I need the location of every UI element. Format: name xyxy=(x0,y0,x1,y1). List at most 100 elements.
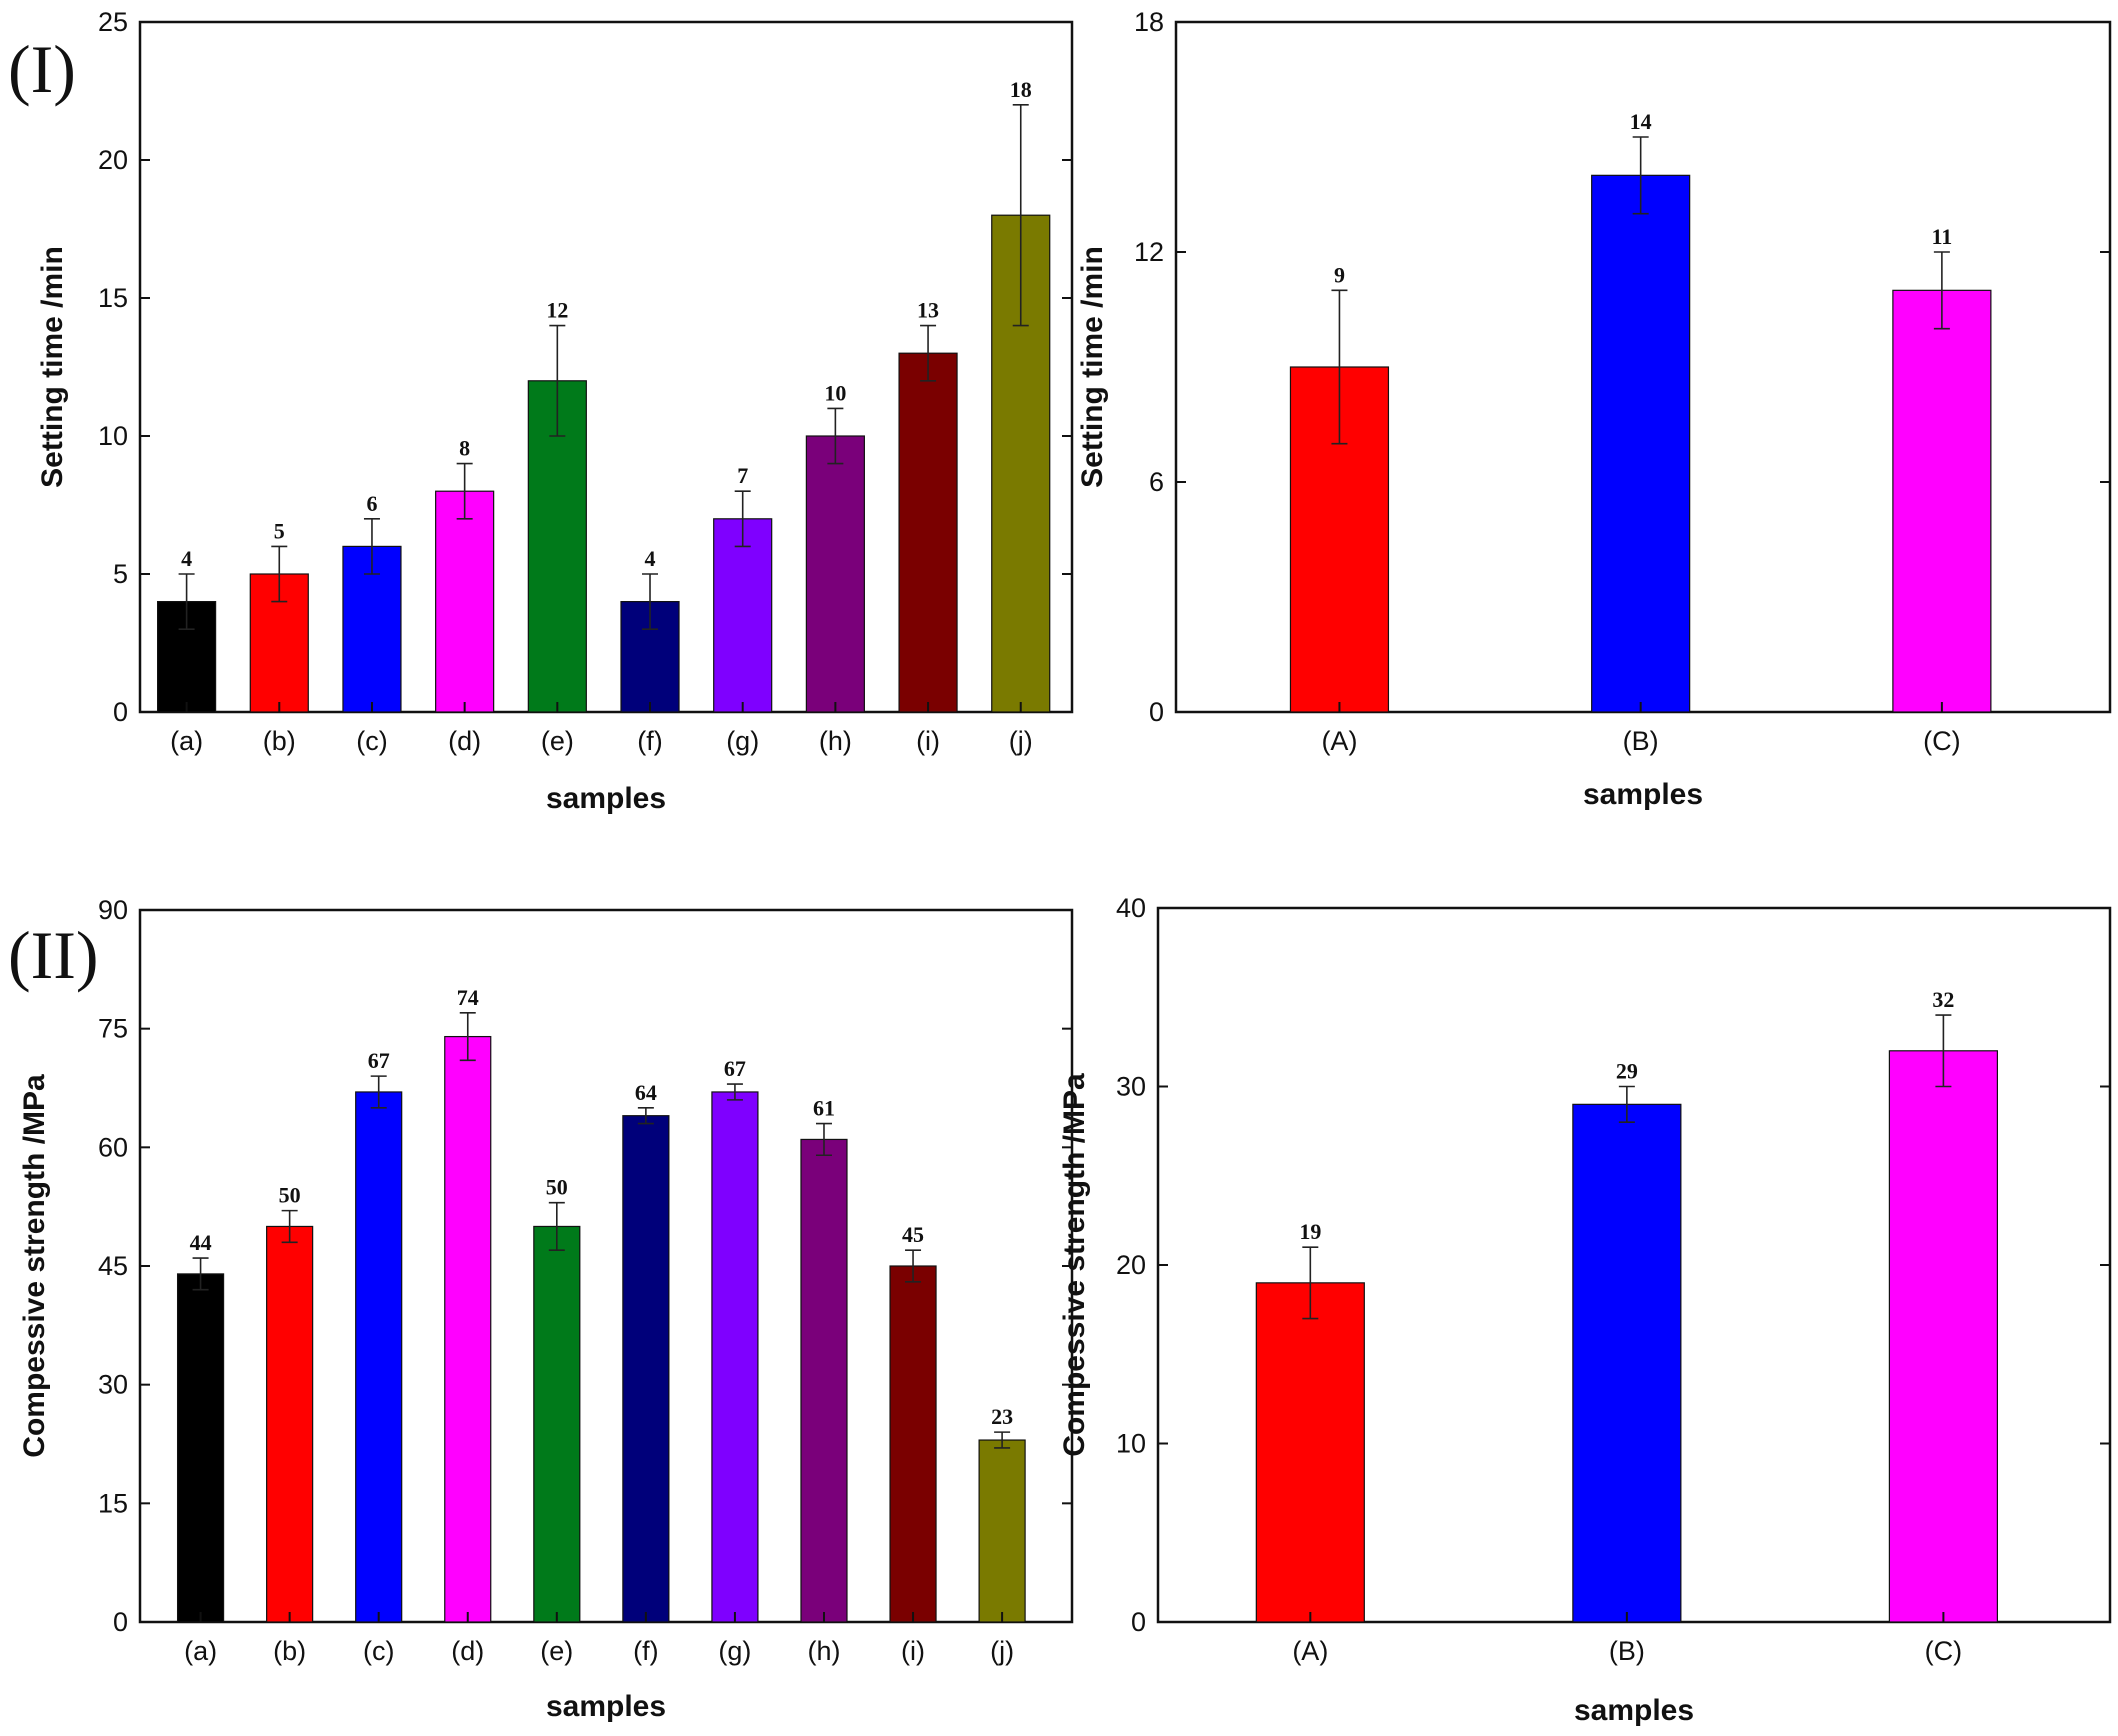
chart-1: 0 5 10 15 20 25 4 (a) 5 (b) 6 (c) 8 (d) 12 (e) 4 (f) 7 (g) 1… xyxy=(36,7,1074,815)
x-tick-label: (a) xyxy=(184,1636,217,1666)
y-tick-label: 15 xyxy=(98,1488,128,1518)
bar-i xyxy=(898,352,958,713)
data-label: 44 xyxy=(190,1230,212,1255)
x-tick-label: (j) xyxy=(1009,726,1033,756)
data-label: 29 xyxy=(1616,1059,1638,1084)
bar-i xyxy=(889,1265,937,1623)
y-axis-title: Compessive strength /MPa xyxy=(1058,1073,1091,1457)
data-label: 9 xyxy=(1334,262,1345,287)
x-tick-label: (C) xyxy=(1925,1636,1962,1666)
y-tick-label: 0 xyxy=(113,1607,128,1637)
data-label: 74 xyxy=(457,985,479,1010)
bar-h xyxy=(805,435,865,713)
x-tick-label: (g) xyxy=(718,1636,751,1666)
y-tick-label: 40 xyxy=(1116,893,1146,923)
y-tick-label: 15 xyxy=(98,283,128,313)
chart-3: 0 15 30 45 60 75 90 44 (a) 50 (b) 67 (c) 74 (d) 50 (e) 64… xyxy=(18,895,1074,1723)
x-tick-label: (c) xyxy=(356,726,387,756)
x-tick-label: (f) xyxy=(633,1636,658,1666)
x-axis-title: samples xyxy=(1583,778,1703,811)
bar-g xyxy=(711,1091,759,1623)
bar-c xyxy=(355,1091,403,1623)
y-tick-label: 25 xyxy=(98,7,128,37)
x-tick-label: (e) xyxy=(541,726,574,756)
bar-B xyxy=(1591,174,1691,713)
y-tick-label: 90 xyxy=(98,895,128,925)
bar-g xyxy=(713,518,773,713)
x-tick-label: (A) xyxy=(1292,1636,1328,1666)
data-label: 6 xyxy=(366,491,377,516)
y-tick-label: 20 xyxy=(1116,1250,1146,1280)
bar-A xyxy=(1255,1282,1365,1623)
y-tick-label: 10 xyxy=(1116,1429,1146,1459)
y-axis-title: Setting time /min xyxy=(36,246,69,488)
bar-B xyxy=(1572,1103,1682,1623)
y-tick-label: 20 xyxy=(98,145,128,175)
x-axis-title: samples xyxy=(1574,1694,1694,1727)
x-tick-label: (i) xyxy=(916,726,940,756)
x-tick-label: (h) xyxy=(807,1636,840,1666)
panel-label-2: (II) xyxy=(8,917,99,993)
data-label: 8 xyxy=(459,436,470,461)
x-tick-label: (B) xyxy=(1609,1636,1645,1666)
bar-b xyxy=(266,1225,314,1623)
chart-4: 0 10 20 30 40 19 (A) 29 (B) 32 (C) samples Compessiv… xyxy=(1058,893,2112,1727)
data-label: 50 xyxy=(546,1175,568,1200)
panel-label-1: (I) xyxy=(8,31,76,107)
x-tick-label: (j) xyxy=(990,1636,1014,1666)
data-label: 67 xyxy=(724,1056,746,1081)
x-tick-label: (a) xyxy=(170,726,203,756)
y-tick-label: 0 xyxy=(1149,697,1164,727)
x-tick-label: (h) xyxy=(819,726,852,756)
x-tick-label: (g) xyxy=(726,726,759,756)
y-tick-label: 6 xyxy=(1149,467,1164,497)
plot-frame xyxy=(138,20,1074,714)
bar-C xyxy=(1892,289,1992,713)
x-tick-label: (d) xyxy=(448,726,481,756)
y-tick-label: 60 xyxy=(98,1132,128,1162)
x-tick-label: (B) xyxy=(1623,726,1659,756)
bar-e xyxy=(533,1225,581,1623)
x-axis-title: samples xyxy=(546,782,666,815)
data-label: 11 xyxy=(1931,224,1952,249)
data-label: 10 xyxy=(824,380,846,405)
y-tick-label: 0 xyxy=(113,697,128,727)
data-label: 32 xyxy=(1932,987,1954,1012)
x-axis-title: samples xyxy=(546,1690,666,1723)
y-tick-label: 30 xyxy=(98,1370,128,1400)
data-label: 45 xyxy=(902,1222,924,1247)
y-axis-title: Compessive strength /MPa xyxy=(18,1074,51,1458)
data-label: 7 xyxy=(737,463,748,488)
data-label: 50 xyxy=(279,1183,301,1208)
bar-f xyxy=(622,1115,670,1623)
y-tick-label: 18 xyxy=(1134,7,1164,37)
y-tick-label: 45 xyxy=(98,1251,128,1281)
y-tick-label: 75 xyxy=(98,1014,128,1044)
data-label: 67 xyxy=(368,1048,390,1073)
chart-2: 0 6 12 18 9 (A) 14 (B) 11 (C) samples Setting time … xyxy=(1076,7,2112,811)
y-tick-label: 5 xyxy=(113,559,128,589)
y-tick-label: 30 xyxy=(1116,1072,1146,1102)
data-label: 23 xyxy=(991,1404,1013,1429)
data-label: 4 xyxy=(645,546,656,571)
bar-C xyxy=(1888,1050,1999,1623)
data-label: 12 xyxy=(546,298,568,323)
x-tick-label: (i) xyxy=(901,1636,925,1666)
data-label: 13 xyxy=(917,298,939,323)
x-tick-label: (b) xyxy=(273,1636,306,1666)
data-label: 61 xyxy=(813,1096,835,1121)
data-label: 5 xyxy=(274,518,285,543)
x-tick-label: (C) xyxy=(1923,726,1960,756)
bar-d xyxy=(444,1035,492,1623)
bar-h xyxy=(800,1138,848,1623)
bar-j xyxy=(978,1439,1026,1623)
x-tick-label: (e) xyxy=(540,1636,573,1666)
charts-container: 0 5 10 15 20 25 4 (a) 5 (b) 6 (c) 8 (d) 12 (e) 4 (f) 7 (g) 1… xyxy=(18,7,2112,1727)
y-tick-label: 10 xyxy=(98,421,128,451)
x-tick-label: (f) xyxy=(637,726,662,756)
x-tick-label: (d) xyxy=(451,1636,484,1666)
x-tick-label: (A) xyxy=(1321,726,1357,756)
data-label: 19 xyxy=(1299,1219,1321,1244)
x-tick-label: (c) xyxy=(363,1636,394,1666)
y-tick-label: 0 xyxy=(1131,1607,1146,1637)
